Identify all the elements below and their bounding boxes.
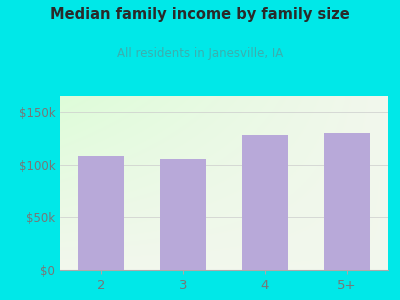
Bar — [78, 156, 124, 270]
Bar — [324, 133, 370, 270]
Text: Median family income by family size: Median family income by family size — [50, 8, 350, 22]
Bar — [242, 135, 288, 270]
Bar — [160, 159, 206, 270]
Text: All residents in Janesville, IA: All residents in Janesville, IA — [117, 46, 283, 59]
